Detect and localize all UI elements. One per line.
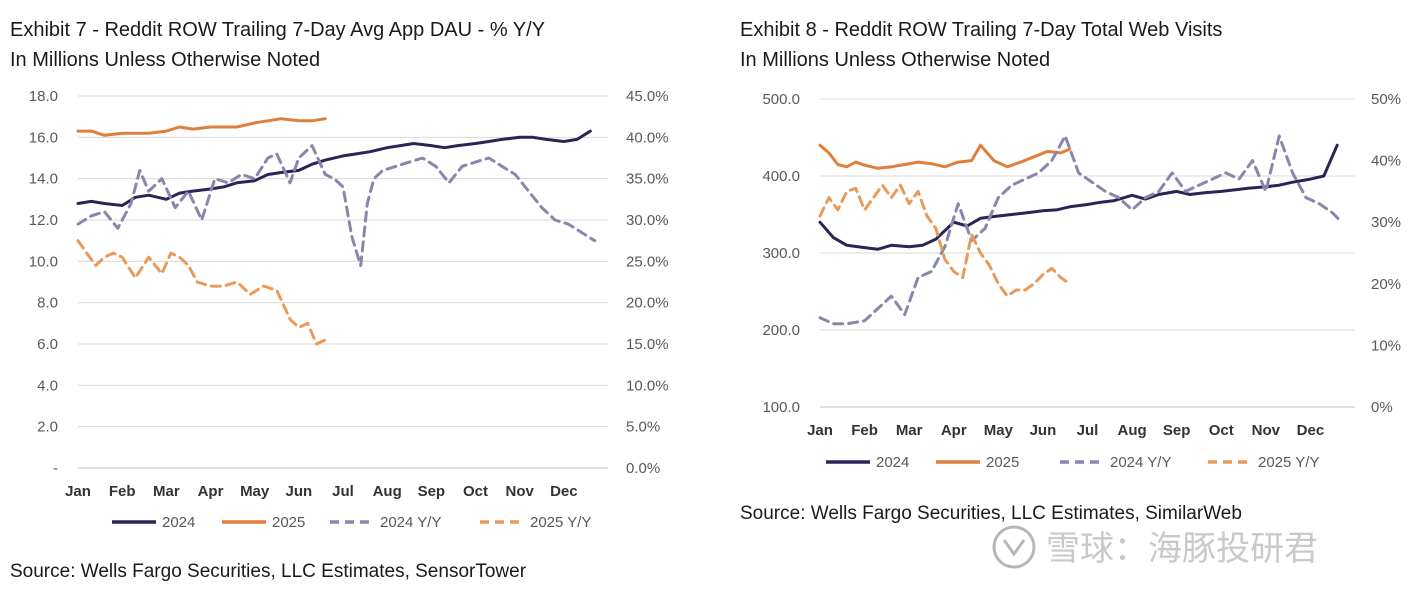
x-tick-label: Apr xyxy=(941,422,967,439)
x-tick-label: Mar xyxy=(896,422,923,439)
x-tick-label: Jul xyxy=(1077,422,1099,439)
watermark-text: 雪球：海豚投研君 xyxy=(1046,530,1318,568)
x-tick-label: Dec xyxy=(1297,422,1325,439)
x-tick-label: Jan xyxy=(65,483,91,500)
y-right-tick-label: 45.0% xyxy=(626,88,669,105)
y-right-tick-label: 0.0% xyxy=(626,460,660,477)
y-left-tick-label: 400.0 xyxy=(762,168,800,185)
x-tick-label: Oct xyxy=(1209,422,1234,439)
chart-title: Exhibit 8 - Reddit ROW Trailing 7-Day To… xyxy=(740,19,1223,41)
x-tick-label: Jun xyxy=(1030,422,1057,439)
legend-label: 2024 Y/Y xyxy=(380,514,441,531)
y-left-tick-label: 300.0 xyxy=(762,245,800,262)
y-right-tick-label: 5.0% xyxy=(626,419,660,436)
x-tick-label: Sep xyxy=(418,483,446,500)
x-tick-label: Jun xyxy=(285,483,312,500)
y-left-tick-label: 4.0 xyxy=(37,377,58,394)
y-right-tick-label: 15.0% xyxy=(626,336,669,353)
chart-panel-1: Exhibit 7 - Reddit ROW Trailing 7-Day Av… xyxy=(0,0,700,594)
chart-panel-2: Exhibit 8 - Reddit ROW Trailing 7-Day To… xyxy=(730,0,1416,594)
y-left-tick-label: 18.0 xyxy=(29,88,58,105)
x-tick-label: Oct xyxy=(463,483,488,500)
x-tick-label: Jul xyxy=(332,483,354,500)
y-left-tick-label: 6.0 xyxy=(37,336,58,353)
chart-title: Exhibit 7 - Reddit ROW Trailing 7-Day Av… xyxy=(10,19,546,41)
y-right-tick-label: 20.0% xyxy=(626,295,669,312)
legend-label: 2024 Y/Y xyxy=(1110,454,1171,471)
x-tick-label: May xyxy=(984,422,1014,439)
y-left-tick-label: 16.0 xyxy=(29,129,58,146)
y-right-tick-label: 30.0% xyxy=(626,212,669,229)
y-right-tick-label: 30% xyxy=(1371,214,1401,231)
x-tick-label: Nov xyxy=(1252,422,1281,439)
chart-source: Source: Wells Fargo Securities, LLC Esti… xyxy=(740,503,1242,524)
watermark-logo: 雪球：海豚投研君 xyxy=(992,525,1318,569)
y-left-tick-label: 200.0 xyxy=(762,322,800,339)
x-tick-label: Apr xyxy=(198,483,224,500)
chart-subtitle: In Millions Unless Otherwise Noted xyxy=(10,49,321,71)
x-tick-label: Nov xyxy=(505,483,534,500)
legend-label: 2025 xyxy=(986,454,1019,471)
legend-label: 2024 xyxy=(162,514,195,531)
snowball-logo-icon xyxy=(992,525,1036,569)
y-right-tick-label: 0% xyxy=(1371,399,1393,416)
y-left-tick-label: 100.0 xyxy=(762,399,800,416)
x-tick-label: Aug xyxy=(1117,422,1146,439)
y-right-tick-label: 40.0% xyxy=(626,129,669,146)
series-line-2024 xyxy=(76,129,592,207)
y-left-tick-label: 14.0 xyxy=(29,171,58,188)
series-line-2024-y-y xyxy=(818,134,1344,326)
x-tick-label: Mar xyxy=(153,483,180,500)
series-line-2025-y-y xyxy=(76,239,327,346)
y-right-tick-label: 10% xyxy=(1371,337,1401,354)
y-right-tick-label: 40% xyxy=(1371,153,1401,170)
x-tick-label: Jan xyxy=(807,422,833,439)
y-left-tick-label: 12.0 xyxy=(29,212,58,229)
series-line-2024-y-y xyxy=(76,144,597,267)
x-tick-label: Dec xyxy=(550,483,578,500)
chart-svg: 100.0 200.0 300.0 400.0 500.0 0% 10% 20% 30% 40% 5… xyxy=(762,91,1401,471)
series-line-2025 xyxy=(818,143,1072,170)
x-tick-label: Sep xyxy=(1163,422,1191,439)
series-line-2024 xyxy=(818,143,1339,251)
x-tick-label: Feb xyxy=(109,483,136,500)
y-right-tick-label: 35.0% xyxy=(626,171,669,188)
legend-label: 2025 Y/Y xyxy=(1258,454,1319,471)
y-right-tick-label: 25.0% xyxy=(626,253,669,270)
series-line-2025-y-y xyxy=(818,183,1072,298)
y-right-tick-label: 20% xyxy=(1371,276,1401,293)
y-left-tick-label: 2.0 xyxy=(37,419,58,436)
legend-label: 2025 xyxy=(272,514,305,531)
x-tick-label: Aug xyxy=(373,483,402,500)
chart-source: Source: Wells Fargo Securities, LLC Esti… xyxy=(10,561,527,582)
legend-label: 2024 xyxy=(876,454,909,471)
chart-subtitle: In Millions Unless Otherwise Noted xyxy=(740,49,1051,71)
chart-svg: - 2.0 4.0 6.0 8.0 10.0 12.0 14.0 16.0 18.0 0.0% 5.0… xyxy=(29,88,669,531)
y-left-tick-label: 500.0 xyxy=(762,91,800,108)
y-right-tick-label: 50% xyxy=(1371,91,1401,108)
y-left-tick-label: - xyxy=(53,460,58,477)
y-right-tick-label: 10.0% xyxy=(626,377,669,394)
y-left-tick-label: 10.0 xyxy=(29,253,58,270)
x-tick-label: Feb xyxy=(851,422,878,439)
x-tick-label: May xyxy=(240,483,270,500)
legend-label: 2025 Y/Y xyxy=(530,514,591,531)
series-line-2025 xyxy=(76,117,327,137)
y-left-tick-label: 8.0 xyxy=(37,295,58,312)
